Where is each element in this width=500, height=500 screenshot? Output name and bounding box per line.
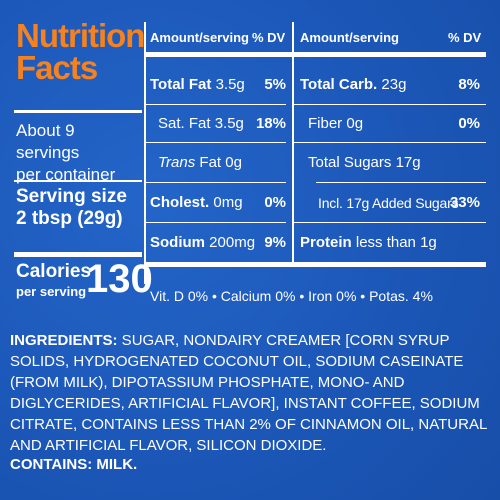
ingredients: INGREDIENTS: SUGAR, NONDAIRY CREAMER [CO…: [10, 330, 494, 456]
right-amount-header: Amount/serving: [300, 30, 399, 45]
column-divider: [144, 22, 146, 284]
nutrient-row-trans-fat: Trans Fat 0g: [158, 154, 242, 172]
nutrition-facts-title: Nutrition Facts: [16, 17, 145, 86]
servings-per-container: About 9 servings per container: [16, 120, 142, 186]
serving-size-label: Serving size: [16, 186, 127, 207]
column-divider: [292, 22, 294, 262]
nutrient-amount: 3.5g: [215, 76, 245, 93]
serving-size-value: 2 tbsp (29g): [16, 208, 123, 229]
row-divider: [294, 222, 486, 223]
nutrient-name: Total Carb.: [300, 76, 378, 93]
title-line-1: Nutrition: [16, 17, 145, 54]
nutrient-row-protein: Protein less than 1g: [300, 234, 437, 252]
nutrient-amount: less than 1g: [355, 234, 437, 251]
nutrient-row-added-sugars: Incl. 17g Added Sugars: [318, 194, 459, 212]
nutrient-amount: 200mg: [209, 234, 256, 251]
bottom-rule: [146, 262, 486, 267]
nutrient-row-total-sugars: Total Sugars 17g: [308, 154, 421, 172]
nutrient-amount: 17g: [395, 154, 421, 171]
serving-size: Serving size 2 tbsp (29g): [16, 186, 142, 230]
nutrient-name: Sat. Fat: [158, 115, 211, 132]
left-dv-header: % DV: [252, 30, 286, 45]
left-amount-header: Amount/serving: [150, 30, 249, 45]
nutrient-row-total-carb: Total Carb. 23g: [300, 76, 406, 94]
row-divider: [146, 222, 286, 223]
row-divider: [146, 104, 286, 105]
servings-line-1: About 9 servings: [16, 121, 80, 162]
ingredients-text: SUGAR, NONDAIRY CREAMER [CORN SYRUP SOLI…: [10, 332, 487, 454]
calories-value: 130: [86, 257, 153, 301]
nutrient-dv: 9%: [264, 234, 286, 251]
nutrient-amount: 0g: [346, 115, 364, 132]
row-divider: [146, 182, 286, 183]
nutrient-name: Fiber: [308, 115, 343, 132]
nutrient-row-sat-fat: Sat. Fat 3.5g: [158, 115, 244, 133]
title-line-2: Facts: [16, 49, 98, 86]
nutrient-row-cholesterol: Cholest. 0mg: [150, 194, 243, 212]
right-dv-header: % DV: [448, 30, 482, 45]
nutrient-amount: Fat 0g: [199, 154, 242, 171]
servings-line-2: per container: [16, 165, 116, 184]
nutrient-name: Total Sugars: [308, 154, 392, 171]
calories-label: Calories: [16, 261, 91, 282]
row-divider: [146, 142, 286, 143]
divider: [14, 180, 142, 182]
nutrient-row-total-fat: Total Fat 3.5g: [150, 76, 245, 94]
nutrient-name: Trans: [158, 154, 196, 171]
nutrient-dv: 18%: [255, 115, 286, 132]
nutrient-dv: 0%: [458, 115, 480, 132]
nutrient-dv: 33%: [449, 194, 480, 211]
divider-thick: [14, 252, 142, 257]
header-rule: [146, 52, 486, 57]
nutrient-amount: 3.5g: [214, 115, 244, 132]
nutrient-dv: 8%: [458, 76, 480, 93]
nutrient-dv: 0%: [264, 194, 286, 211]
nutrient-name: Protein: [300, 234, 352, 251]
nutrient-name: Cholest.: [150, 194, 210, 211]
row-divider: [294, 142, 486, 143]
nutrient-name: Sodium: [150, 234, 205, 251]
nutrient-name: Total Fat: [150, 76, 212, 93]
nutrient-dv: 5%: [264, 76, 286, 93]
calories-per-serving: per serving: [16, 284, 87, 299]
nutrient-name: Incl. 17g Added Sugars: [318, 195, 459, 211]
nutrient-row-sodium: Sodium 200mg: [150, 234, 255, 252]
vitamins-minerals: Vit. D 0% • Calcium 0% • Iron 0% • Potas…: [150, 288, 433, 304]
divider: [14, 110, 142, 113]
nutrient-row-fiber: Fiber 0g: [308, 115, 363, 133]
row-divider: [316, 182, 486, 183]
nutrient-amount: 0mg: [213, 194, 243, 211]
allergen-statement: CONTAINS: MILK.: [10, 456, 138, 473]
row-divider: [294, 104, 486, 105]
nutrient-amount: 23g: [381, 76, 407, 93]
ingredients-label: INGREDIENTS:: [10, 332, 118, 349]
